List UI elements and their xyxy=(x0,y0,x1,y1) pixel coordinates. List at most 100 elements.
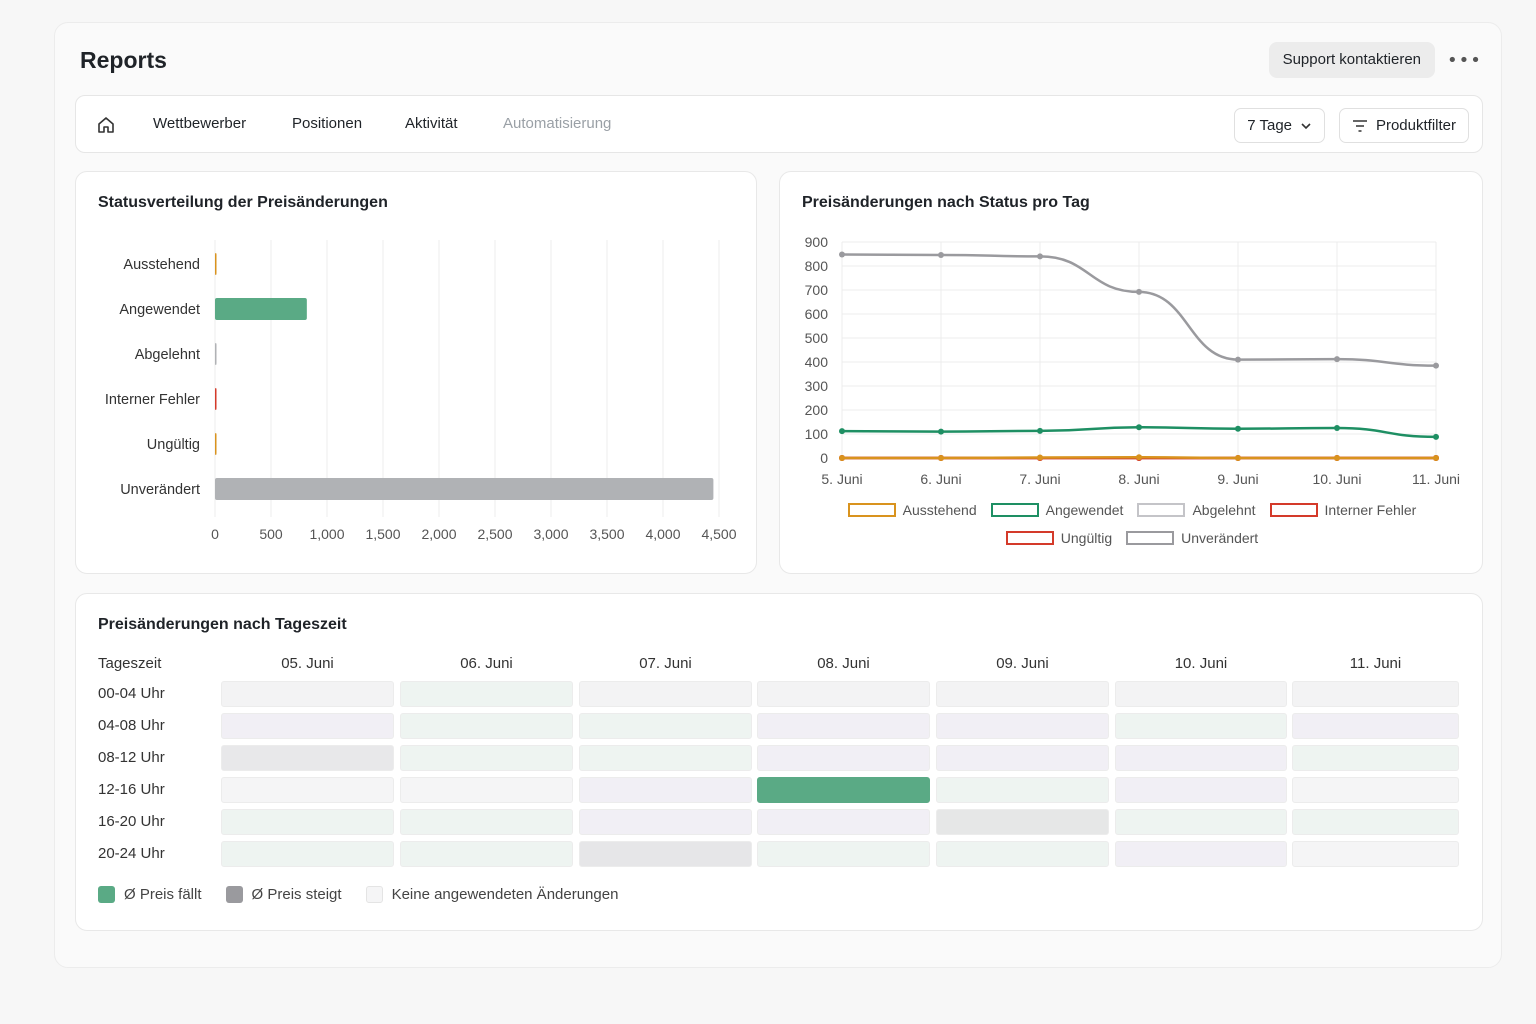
data-point-ausstehend[interactable] xyxy=(1037,454,1043,461)
heatmap-cell[interactable] xyxy=(936,681,1109,707)
heatmap-cell[interactable] xyxy=(757,745,930,771)
bar-ausstehend[interactable] xyxy=(215,253,217,275)
legend-item-abgelehnt[interactable]: Abgelehnt xyxy=(1137,502,1256,518)
data-point-angewendet[interactable] xyxy=(1235,425,1241,432)
legend-item-interner-fehler[interactable]: Interner Fehler xyxy=(1269,502,1416,518)
home-icon[interactable] xyxy=(96,115,116,135)
heatmap-cell[interactable] xyxy=(579,681,752,707)
heatmap-cell[interactable] xyxy=(1115,713,1287,739)
legend-swatch xyxy=(1005,531,1054,545)
heatmap-row-label: 16-20 Uhr xyxy=(98,813,165,830)
data-point-unver-ndert[interactable] xyxy=(1037,253,1043,260)
x-tick-label: 1,000 xyxy=(309,526,344,542)
heatmap-cell[interactable] xyxy=(1115,809,1287,835)
heatmap-row-label: 00-04 Uhr xyxy=(98,685,165,702)
date-range-select[interactable]: 7 Tage xyxy=(1234,108,1325,143)
heatmap-cell[interactable] xyxy=(400,841,573,867)
heatmap-cell[interactable] xyxy=(757,809,930,835)
data-point-angewendet[interactable] xyxy=(1433,433,1439,440)
heatmap-cell[interactable] xyxy=(400,745,573,771)
data-point-ausstehend[interactable] xyxy=(1433,455,1439,461)
heatmap-cell[interactable] xyxy=(1292,809,1459,835)
heatmap-cell[interactable] xyxy=(1115,745,1287,771)
heatmap-cell[interactable] xyxy=(579,713,752,739)
heatmap-cell[interactable] xyxy=(221,713,394,739)
bar-ung-ltig[interactable] xyxy=(215,433,217,455)
legend-item-ausstehend[interactable]: Ausstehend xyxy=(847,502,977,518)
heatmap-cell[interactable] xyxy=(579,745,752,771)
data-point-angewendet[interactable] xyxy=(839,428,845,435)
x-tick-label: 500 xyxy=(259,526,283,542)
data-point-angewendet[interactable] xyxy=(938,428,944,435)
data-point-unver-ndert[interactable] xyxy=(938,251,944,258)
heatmap-cell[interactable] xyxy=(1115,777,1287,803)
data-point-angewendet[interactable] xyxy=(1136,424,1142,431)
bar-angewendet[interactable] xyxy=(215,298,307,320)
x-tick-label: 1,500 xyxy=(365,526,400,542)
heatmap-cell[interactable] xyxy=(400,713,573,739)
heatmap-cell[interactable] xyxy=(221,809,394,835)
heatmap-cell[interactable] xyxy=(400,777,573,803)
legend-swatch xyxy=(225,886,243,903)
data-point-ausstehend[interactable] xyxy=(1334,455,1340,461)
heatmap-cell[interactable] xyxy=(936,777,1109,803)
category-label-interner-fehler: Interner Fehler xyxy=(105,392,200,408)
legend-item-unver-ndert[interactable]: Unverändert xyxy=(1126,530,1258,546)
heatmap-cell[interactable] xyxy=(400,681,573,707)
category-label-unver-ndert: Unverändert xyxy=(120,482,200,498)
data-point-ausstehend[interactable] xyxy=(1136,454,1142,461)
bar-unver-ndert[interactable] xyxy=(215,478,714,500)
heatmap-cell[interactable] xyxy=(936,841,1109,867)
bar-interner-fehler[interactable] xyxy=(215,388,217,410)
heatmap-cell[interactable] xyxy=(1292,841,1459,867)
date-range-label: 7 Tage xyxy=(1247,117,1292,134)
bar-abgelehnt[interactable] xyxy=(215,343,217,365)
heatmap-cell[interactable] xyxy=(221,745,394,771)
heatmap-cell[interactable] xyxy=(936,713,1109,739)
support-button[interactable]: Support kontaktieren xyxy=(1268,42,1435,78)
legend-row: Ungültig Unverändert xyxy=(780,530,1484,546)
data-point-unver-ndert[interactable] xyxy=(1136,288,1142,295)
tab-positionen[interactable]: Positionen xyxy=(292,115,363,132)
heatmap-cell[interactable] xyxy=(757,841,930,867)
heatmap-cell[interactable] xyxy=(757,777,930,803)
heatmap-cell[interactable] xyxy=(1292,777,1459,803)
data-point-unver-ndert[interactable] xyxy=(1235,356,1241,363)
heatmap-cell[interactable] xyxy=(757,681,930,707)
heatmap-cell[interactable] xyxy=(221,777,394,803)
tab-aktivitaet[interactable]: Aktivität xyxy=(405,115,458,132)
heatmap-cell[interactable] xyxy=(1115,841,1287,867)
heatmap-cell[interactable] xyxy=(579,841,752,867)
more-options-icon[interactable]: ••• xyxy=(1447,45,1481,75)
data-point-ausstehend[interactable] xyxy=(938,455,944,461)
heatmap-cell[interactable] xyxy=(400,809,573,835)
heatmap-cell[interactable] xyxy=(579,809,752,835)
heatmap-cell[interactable] xyxy=(757,713,930,739)
heatmap-cell[interactable] xyxy=(579,777,752,803)
heatmap-cell[interactable] xyxy=(1115,681,1287,707)
y-tick-label: 700 xyxy=(805,282,829,298)
data-point-ausstehend[interactable] xyxy=(1235,455,1241,461)
legend-label: Ausstehend xyxy=(902,502,977,518)
legend-item-angewendet[interactable]: Angewendet xyxy=(990,502,1123,518)
data-point-unver-ndert[interactable] xyxy=(1334,356,1340,363)
heatmap-cell[interactable] xyxy=(936,809,1109,835)
tab-automatisierung[interactable]: Automatisierung xyxy=(503,115,612,132)
data-point-angewendet[interactable] xyxy=(1037,427,1043,434)
tab-wettbewerber[interactable]: Wettbewerber xyxy=(153,115,247,132)
heatmap-cell[interactable] xyxy=(221,681,394,707)
product-filter-button[interactable]: Produktfilter xyxy=(1338,108,1469,143)
legend-item-ung-ltig[interactable]: Ungültig xyxy=(1005,530,1112,546)
data-point-unver-ndert[interactable] xyxy=(839,251,845,258)
heatmap-legend-item: Keine angewendeten Änderungen xyxy=(365,886,618,903)
heatmap-cell[interactable] xyxy=(221,841,394,867)
heatmap-cell[interactable] xyxy=(1292,713,1459,739)
heatmap-cell[interactable] xyxy=(1292,745,1459,771)
y-tick-label: 500 xyxy=(805,330,829,346)
data-point-unver-ndert[interactable] xyxy=(1433,362,1439,369)
data-point-angewendet[interactable] xyxy=(1334,425,1340,431)
legend-label: Ø Preis fällt xyxy=(124,886,202,903)
heatmap-cell[interactable] xyxy=(936,745,1109,771)
heatmap-cell[interactable] xyxy=(1292,681,1459,707)
data-point-ausstehend[interactable] xyxy=(839,455,845,461)
